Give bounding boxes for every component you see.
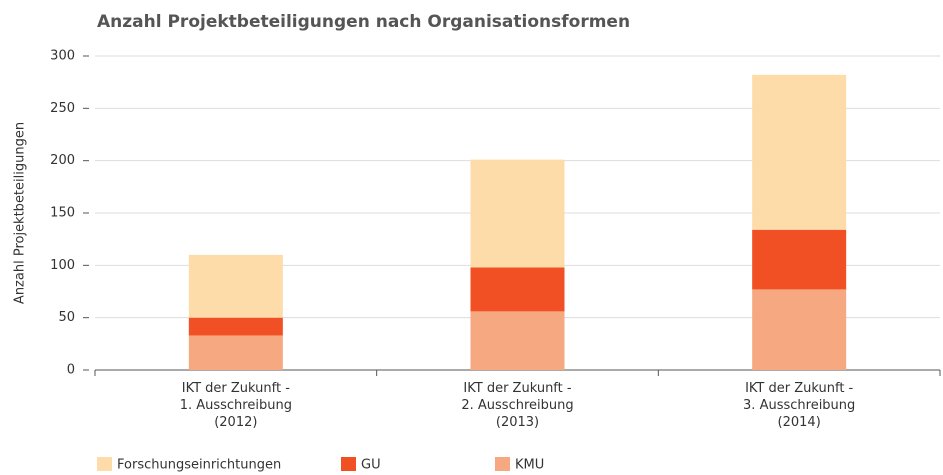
bar-segment: [752, 229, 847, 290]
y-axis-label: Anzahl Projektbeteiligungen: [13, 122, 28, 304]
x-tick-label-line: IKT der Zukunft -: [745, 381, 853, 396]
y-tick-label: 50: [58, 310, 75, 325]
x-tick-label: IKT der Zukunft - 1. Ausschreibung (2012): [180, 381, 292, 430]
x-tick-label-line: (2013): [496, 415, 539, 430]
x-tick-label-line: 1. Ausschreibung: [180, 398, 292, 413]
y-tick-label: 250: [50, 101, 75, 116]
x-tick-label: IKT der Zukunft - 3. Ausschreibung (2014): [743, 381, 855, 430]
x-tick-label-line: IKT der Zukunft -: [463, 381, 571, 396]
legend-label: Forschungseinrichtungen: [117, 458, 281, 473]
bar-segment: [470, 267, 565, 312]
x-tick-label: IKT der Zukunft - 2. Ausschreibung (2013): [461, 381, 573, 430]
chart-title: Anzahl Projektbeteiligungen nach Organis…: [97, 12, 630, 32]
bar-segment: [470, 311, 565, 370]
bar-segment: [188, 254, 283, 318]
y-tick-label: 100: [50, 258, 75, 273]
x-tick-label-line: IKT der Zukunft -: [182, 381, 290, 396]
y-tick-label: 200: [50, 153, 75, 168]
x-tick-label-line: (2012): [214, 415, 257, 430]
bar-segment: [188, 335, 283, 370]
bar-segment: [752, 74, 847, 230]
y-tick-label: 0: [67, 363, 75, 378]
y-tick-label: 150: [50, 206, 75, 221]
legend-swatch: [97, 457, 112, 471]
bar-segment: [752, 289, 847, 370]
legend-label: GU: [361, 458, 381, 473]
y-tick-label: 300: [50, 49, 75, 64]
legend-swatch: [495, 457, 510, 471]
legend-label: KMU: [515, 458, 544, 473]
bar-segment: [470, 159, 565, 268]
legend-swatch: [341, 457, 356, 471]
x-tick-label-line: 3. Ausschreibung: [743, 398, 855, 413]
bar-segment: [188, 317, 283, 336]
x-tick-label-line: 2. Ausschreibung: [461, 398, 573, 413]
x-tick-label-line: (2014): [778, 415, 821, 430]
